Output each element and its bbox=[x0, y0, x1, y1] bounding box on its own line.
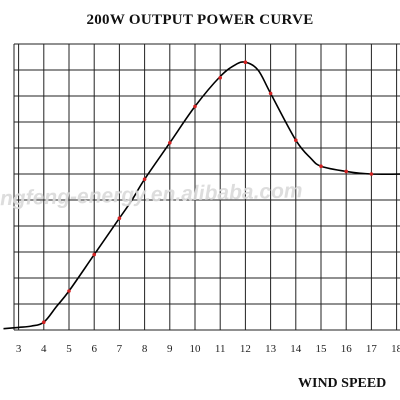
marker-layer bbox=[42, 60, 374, 325]
x-tick-label: 4 bbox=[41, 343, 47, 355]
data-point-marker bbox=[117, 216, 122, 220]
x-tick-label: 15 bbox=[316, 343, 328, 355]
x-tick-label: 11 bbox=[215, 343, 226, 355]
x-tick-label: 16 bbox=[341, 343, 353, 355]
x-tick-labels: 3 4 5 6 7 8 9 10 11 12 13 14 15 16 17 18 bbox=[16, 343, 400, 355]
data-point-marker bbox=[344, 169, 349, 174]
x-tick-label: 8 bbox=[142, 343, 148, 355]
watermark-text: ngfeng-energy.en.alibaba.com bbox=[0, 179, 303, 210]
x-tick-label: 13 bbox=[265, 343, 277, 355]
data-point-marker bbox=[268, 91, 273, 96]
x-tick-label: 9 bbox=[167, 343, 173, 355]
x-tick-label: 3 bbox=[16, 343, 22, 355]
data-point-marker bbox=[168, 141, 172, 145]
chart-title: 200W OUTPUT POWER CURVE bbox=[86, 12, 314, 28]
data-point-marker bbox=[369, 172, 374, 176]
x-tick-label: 6 bbox=[91, 343, 97, 355]
x-tick-label: 10 bbox=[190, 343, 202, 355]
x-tick-label: 18 bbox=[391, 343, 400, 355]
data-point-marker bbox=[142, 177, 147, 181]
x-tick-label: 5 bbox=[66, 343, 72, 355]
data-point-marker bbox=[42, 320, 46, 325]
data-point-marker bbox=[218, 76, 222, 80]
data-point-marker bbox=[319, 164, 323, 168]
x-tick-label: 7 bbox=[117, 343, 123, 355]
grid bbox=[13, 43, 400, 331]
x-tick-label: 14 bbox=[290, 343, 302, 355]
data-point-marker bbox=[294, 138, 298, 142]
x-tick-label: 12 bbox=[240, 343, 251, 355]
x-tick-label: 17 bbox=[366, 343, 378, 355]
data-point-marker bbox=[67, 289, 71, 293]
data-point-marker bbox=[243, 60, 248, 64]
x-axis-label: WIND SPEED bbox=[298, 376, 387, 391]
data-point-marker bbox=[92, 252, 96, 257]
data-point-marker bbox=[193, 104, 197, 109]
